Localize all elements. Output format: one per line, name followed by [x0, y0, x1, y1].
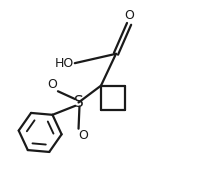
- Text: O: O: [78, 129, 88, 142]
- Text: S: S: [74, 95, 83, 110]
- Text: O: O: [47, 78, 57, 91]
- Text: O: O: [124, 9, 134, 22]
- Text: HO: HO: [55, 57, 74, 70]
